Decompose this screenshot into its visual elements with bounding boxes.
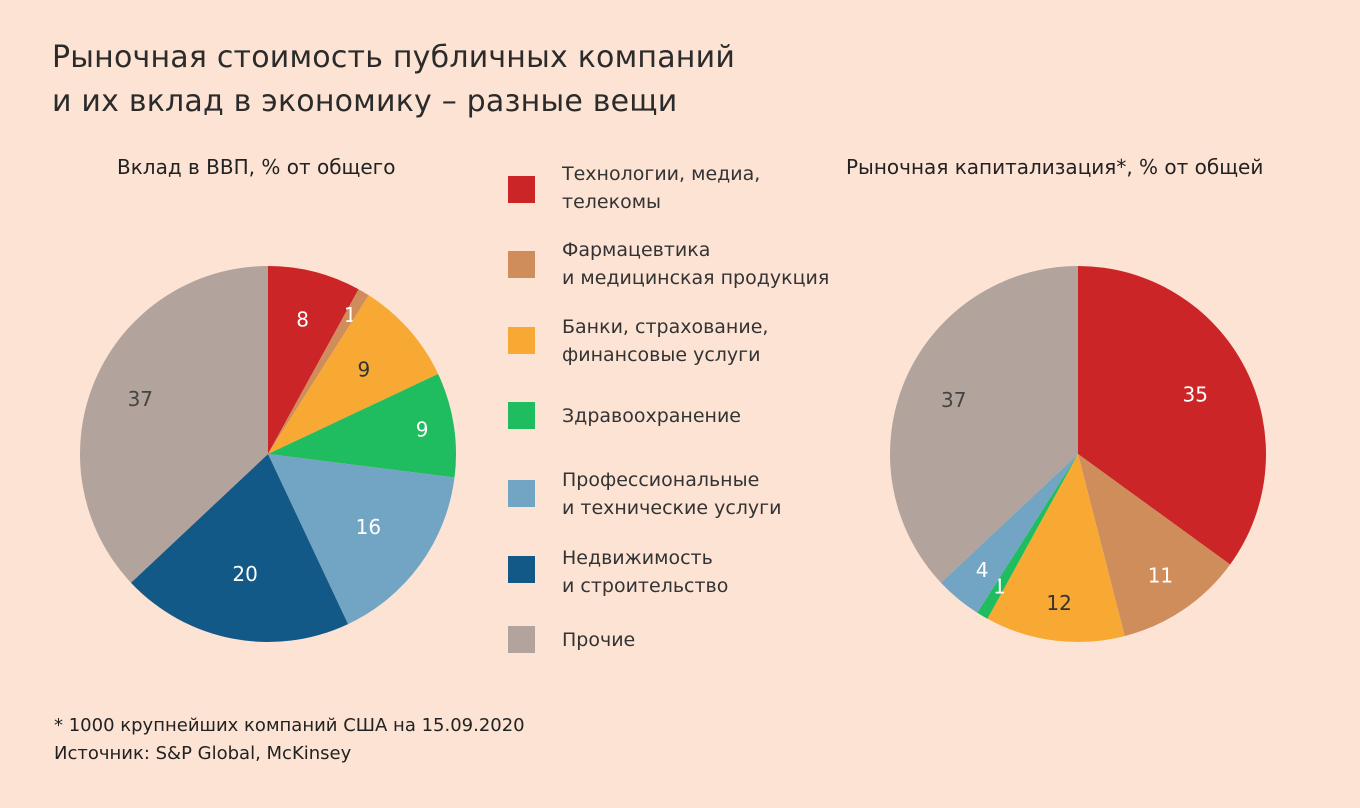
gdp-label-healthcare: 9 <box>416 418 429 442</box>
market-cap-slice-professional <box>940 454 1078 613</box>
gdp-label-professional: 16 <box>356 515 381 539</box>
gdp-label-other: 37 <box>128 387 153 411</box>
gdp-slice-finance <box>268 295 439 454</box>
market-cap-slice-tech <box>1078 266 1267 565</box>
legend-swatch-healthcare <box>508 402 535 429</box>
gdp-slice-realestate <box>130 454 349 643</box>
legend-swatch-realestate <box>508 556 535 583</box>
market-cap-slice-pharma <box>1078 454 1231 637</box>
market-cap-slice-other <box>890 266 1078 583</box>
market-cap-slice-healthcare <box>977 454 1078 619</box>
legend-swatch-pharma <box>508 251 535 278</box>
gdp-label-realestate: 20 <box>232 562 257 586</box>
gdp-slice-tech <box>268 266 359 454</box>
legend-label-tech: Технологии, медиа, телекомы <box>562 163 761 213</box>
market-cap-label-pharma: 11 <box>1148 563 1173 587</box>
market-cap-label-professional: 4 <box>976 558 989 582</box>
gdp-slice-professional <box>268 454 455 625</box>
gdp-label-tech: 8 <box>296 307 309 331</box>
page-title: Рыночная стоимость публичных компаний и … <box>52 36 735 124</box>
title-line-2: и их вклад в экономику – разные вещи <box>52 84 678 119</box>
gdp-slice-pharma <box>268 289 369 454</box>
market-cap-chart-title: Рыночная капитализация*, % от общей <box>846 155 1264 179</box>
legend-swatch-other <box>508 626 535 653</box>
footnote-note: * 1000 крупнейших компаний США на 15.09.… <box>54 715 525 736</box>
legend-swatch-tech <box>508 176 535 203</box>
legend-label-other: Прочие <box>562 629 636 651</box>
legend-label-realestate: Недвижимость и строительство <box>562 547 729 597</box>
gdp-chart-title: Вклад в ВВП, % от общего <box>117 155 396 179</box>
gdp-slice-healthcare <box>268 373 457 478</box>
gdp-slice-other <box>80 266 268 583</box>
market-cap-slice-finance <box>987 454 1125 642</box>
legend-label-professional: Профессиональные и технические услуги <box>562 469 782 519</box>
legend-swatch-professional <box>508 480 535 507</box>
title-line-1: Рыночная стоимость публичных компаний <box>52 40 736 75</box>
legend-swatch-finance <box>508 327 535 354</box>
gdp-label-finance: 9 <box>358 357 371 381</box>
footnote-source: Источник: S&P Global, McKinsey <box>54 743 352 764</box>
legend-label-healthcare: Здравоохранение <box>562 405 741 427</box>
market-cap-label-finance: 12 <box>1046 591 1071 615</box>
legend-label-pharma: Фармацевтика и медицинская продукция <box>562 239 830 289</box>
market-cap-label-tech: 35 <box>1183 382 1208 406</box>
legend-label-finance: Банки, страхование, финансовые услуги <box>562 316 769 366</box>
market-cap-label-other: 37 <box>941 388 966 412</box>
footnote: * 1000 крупнейших компаний США на 15.09.… <box>54 712 525 768</box>
